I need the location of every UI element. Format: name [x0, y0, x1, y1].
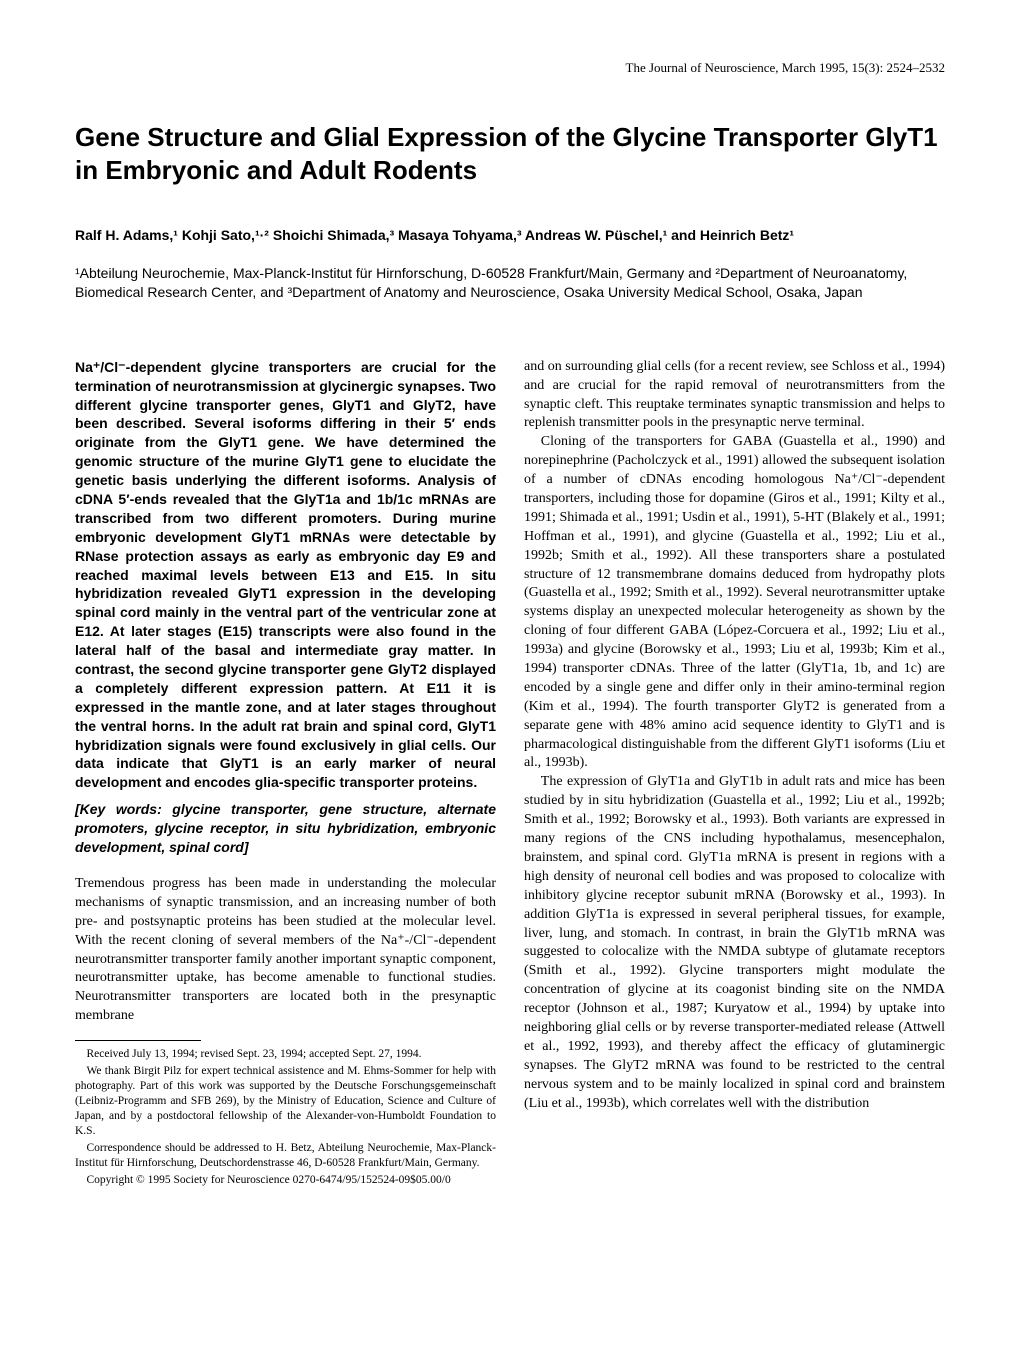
- footnote-received: Received July 13, 1994; revised Sept. 23…: [75, 1047, 496, 1062]
- footnote-copyright: Copyright © 1995 Society for Neuroscienc…: [75, 1173, 496, 1188]
- intro-para-4: The expression of GlyT1a and GlyT1b in a…: [524, 773, 945, 1113]
- footnote-correspondence: Correspondence should be addressed to H.…: [75, 1141, 496, 1171]
- intro-para-2: and on surrounding glial cells (for a re…: [524, 358, 945, 434]
- intro-para-1: Tremendous progress has been made in und…: [75, 875, 496, 1026]
- intro-para-3: Cloning of the transporters for GABA (Gu…: [524, 433, 945, 773]
- article-body: Na⁺/Cl⁻-dependent glycine transporters a…: [75, 358, 945, 1188]
- journal-header: The Journal of Neuroscience, March 1995,…: [75, 60, 945, 76]
- keywords: [Key words: glycine transporter, gene st…: [75, 800, 496, 857]
- footnote-acknowledgments: We thank Birgit Pilz for expert technica…: [75, 1064, 496, 1139]
- footnote-separator: [75, 1040, 201, 1041]
- article-title: Gene Structure and Glial Expression of t…: [75, 121, 945, 186]
- abstract: Na⁺/Cl⁻-dependent glycine transporters a…: [75, 358, 496, 792]
- authors: Ralf H. Adams,¹ Kohji Sato,¹·² Shoichi S…: [75, 226, 945, 246]
- affiliations: ¹Abteilung Neurochemie, Max-Planck-Insti…: [75, 264, 945, 303]
- footnotes: Received July 13, 1994; revised Sept. 23…: [75, 1047, 496, 1187]
